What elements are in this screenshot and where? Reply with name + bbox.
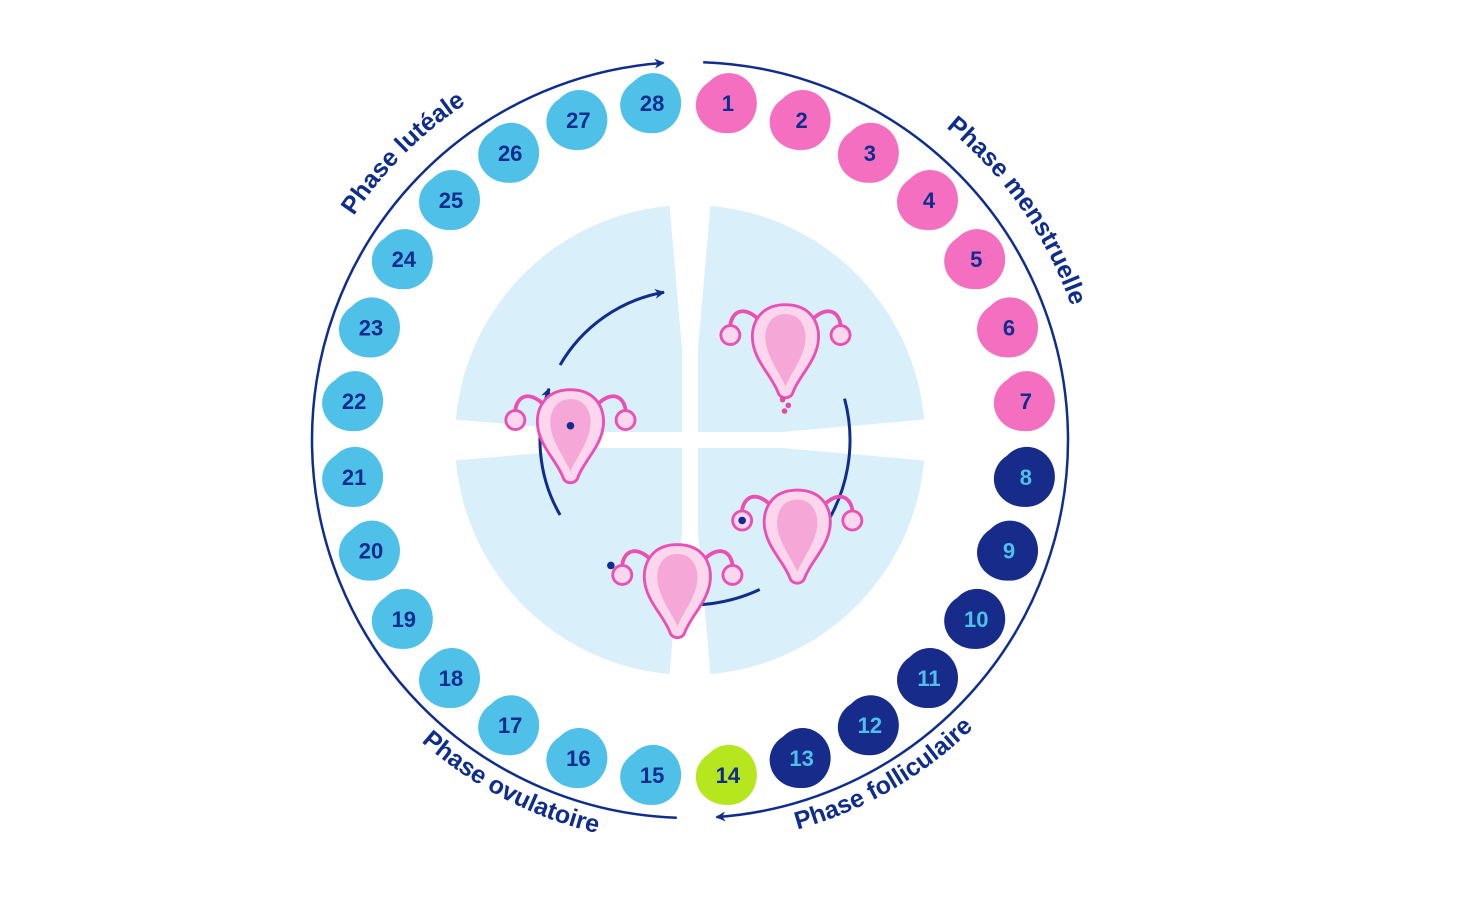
day-label: 5 <box>970 247 982 272</box>
day-label: 16 <box>566 746 590 771</box>
day-label: 12 <box>858 713 882 738</box>
day-label: 24 <box>392 247 417 272</box>
day-label: 3 <box>864 141 876 166</box>
day-label: 2 <box>796 108 808 133</box>
menstrual-cycle-diagram: 1234567891011121314151617181920212223242… <box>0 0 1480 904</box>
day-bubble-8: 8 <box>994 447 1055 507</box>
day-label: 15 <box>640 763 664 788</box>
day-bubble-19: 19 <box>372 589 433 649</box>
day-label: 6 <box>1003 315 1015 340</box>
day-label: 4 <box>923 188 936 213</box>
day-bubble-3: 3 <box>838 123 899 183</box>
day-label: 19 <box>392 607 416 632</box>
day-label: 11 <box>917 666 940 691</box>
day-label: 21 <box>342 465 366 490</box>
day-bubble-13: 13 <box>770 728 831 788</box>
day-label: 27 <box>566 108 590 133</box>
day-bubble-18: 18 <box>419 648 480 708</box>
day-label: 7 <box>1020 389 1032 414</box>
day-label: 18 <box>439 666 463 691</box>
day-label: 1 <box>722 91 734 116</box>
day-bubble-22: 22 <box>322 371 383 431</box>
day-bubble-21: 21 <box>322 447 383 507</box>
day-bubble-9: 9 <box>977 521 1038 581</box>
day-bubble-28: 28 <box>620 73 681 133</box>
day-bubble-26: 26 <box>478 123 539 183</box>
day-label: 23 <box>359 315 383 340</box>
day-bubble-25: 25 <box>419 170 480 230</box>
day-label: 10 <box>964 607 988 632</box>
day-bubble-4: 4 <box>897 170 958 230</box>
day-label: 25 <box>439 188 463 213</box>
day-label: 14 <box>716 763 741 788</box>
day-bubble-1: 1 <box>696 73 757 133</box>
day-bubble-16: 16 <box>546 728 607 788</box>
day-bubble-6: 6 <box>977 297 1038 357</box>
day-bubble-7: 7 <box>994 371 1055 431</box>
day-label: 28 <box>640 91 664 116</box>
day-bubble-24: 24 <box>372 229 433 289</box>
day-label: 13 <box>789 746 813 771</box>
day-bubble-17: 17 <box>478 695 539 755</box>
day-bubble-2: 2 <box>770 90 831 150</box>
day-bubble-15: 15 <box>620 745 681 805</box>
day-label: 8 <box>1020 465 1032 490</box>
day-bubble-5: 5 <box>944 229 1005 289</box>
day-bubble-11: 11 <box>897 648 958 708</box>
day-bubble-14: 14 <box>696 745 757 805</box>
day-label: 22 <box>342 389 366 414</box>
day-bubble-23: 23 <box>339 297 400 357</box>
day-label: 17 <box>498 713 522 738</box>
day-label: 26 <box>498 141 522 166</box>
day-bubble-10: 10 <box>944 589 1005 649</box>
day-bubble-12: 12 <box>838 695 899 755</box>
day-label: 20 <box>359 539 383 564</box>
day-label: 9 <box>1003 539 1015 564</box>
day-bubble-20: 20 <box>339 521 400 581</box>
day-bubble-27: 27 <box>546 90 607 150</box>
